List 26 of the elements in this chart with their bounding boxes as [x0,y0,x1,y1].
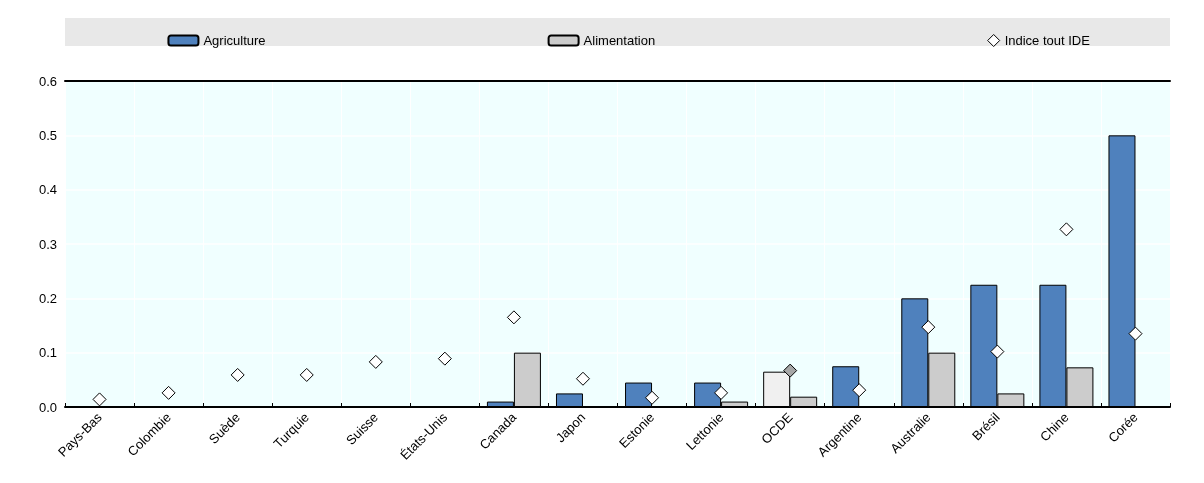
point [230,367,245,382]
legend-label: Indice tout IDE [1004,33,1091,48]
point [161,385,176,400]
point [1128,326,1143,341]
point [783,363,798,378]
point [437,351,452,366]
point [506,310,521,325]
point [299,367,314,382]
point [921,320,936,335]
y-tick-label: 0.0 [38,399,57,415]
y-tick-label: 0.4 [38,182,57,198]
point [92,392,107,407]
point [645,390,660,405]
point [990,344,1005,359]
point [1059,222,1074,237]
point [575,371,590,386]
legend-label: Alimentation [583,33,656,48]
y-tick-label: 0.1 [38,345,57,361]
legend-label: Agriculture [203,33,266,48]
y-tick-label: 0.3 [38,236,57,252]
point [852,383,867,398]
point [368,354,383,369]
point [714,385,729,400]
y-tick-label: 0.6 [38,73,57,89]
y-tick-label: 0.5 [38,127,57,143]
y-tick-label: 0.2 [38,290,57,306]
